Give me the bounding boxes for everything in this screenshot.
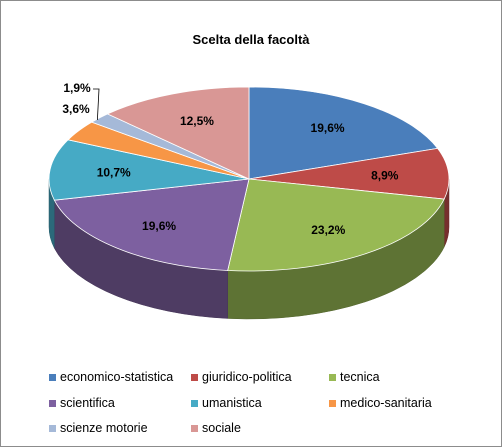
data-label-sociale: 12,5% xyxy=(180,114,214,128)
pie-slice-scientifica xyxy=(53,178,250,271)
data-label-scienze motorie: 1,9% xyxy=(63,81,91,95)
leader-line xyxy=(93,88,100,120)
pie-slice-tecnica xyxy=(227,178,445,272)
pie-slice-umanistica xyxy=(48,139,250,201)
pie-slice-giuridico-politica xyxy=(248,147,450,200)
data-label-scientifica: 19,6% xyxy=(142,219,176,233)
data-label-medico-sanitaria: 3,6% xyxy=(62,102,90,116)
chart-title: Scelta della facoltà xyxy=(192,32,310,47)
pie-slice-sociale xyxy=(106,86,250,180)
data-label-economico-statistica: 19,6% xyxy=(311,121,345,135)
data-label-tecnica: 23,2% xyxy=(311,223,345,237)
data-label-giuridico-politica: 8,9% xyxy=(371,168,399,182)
data-label-umanistica: 10,7% xyxy=(97,166,131,180)
